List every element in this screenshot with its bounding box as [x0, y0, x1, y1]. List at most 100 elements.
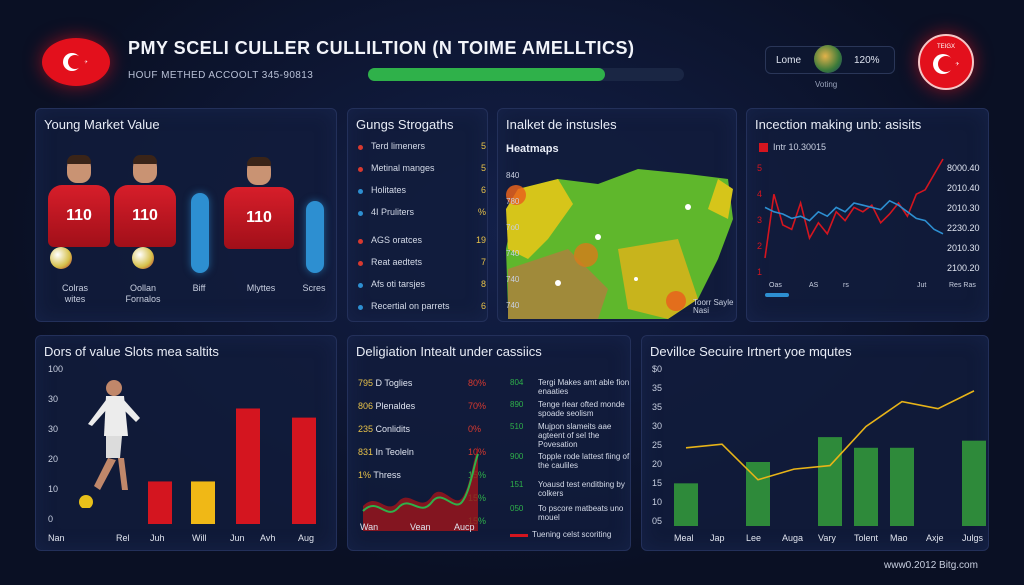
y-tick: 4: [757, 189, 762, 199]
y-tick: 2: [757, 241, 762, 251]
bar-meal[interactable]: [674, 483, 698, 526]
bar-jun[interactable]: [236, 408, 260, 524]
insight-text: Tenge rlear ofted monde spoade seolism: [538, 400, 625, 418]
bar-julgs[interactable]: [962, 440, 986, 526]
y-tick: 7o0: [506, 223, 520, 232]
young-market-panel: Young Market Value 110 110 110 Colras wi…: [35, 108, 337, 322]
strength-label: Reat aedtets: [371, 257, 423, 267]
bar-vary[interactable]: [818, 437, 842, 526]
strength-row[interactable]: Terd limeners 5: [358, 141, 486, 155]
y-tick: 30: [652, 421, 662, 431]
delegation-row[interactable]: 795 D Toglies: [358, 378, 412, 388]
x-tick: Jun: [230, 533, 245, 543]
row-percent: 0%: [468, 424, 482, 434]
x-tick: Avh: [260, 533, 275, 543]
strength-value: 5: [480, 163, 486, 173]
strength-row[interactable]: Holitates 6: [358, 185, 486, 199]
x-tick: Julgs: [962, 533, 984, 543]
widget-caption: Voting: [815, 80, 838, 89]
y-tick: 2010.30: [947, 203, 980, 213]
y-tick: 5: [757, 163, 762, 173]
legend-swatch: [759, 143, 768, 152]
x-tick: Tolent: [854, 533, 879, 543]
y-tick: 10: [48, 484, 58, 494]
bar-juh[interactable]: [148, 481, 172, 524]
x-tick: Vary: [818, 533, 836, 543]
heatmap-legend: Toorr Sayle Nasi: [693, 298, 734, 315]
row-percent: 80%: [468, 378, 487, 388]
header-progress-fill: [368, 68, 605, 81]
series-line-blue: [764, 199, 944, 235]
young-market-title: Young Market Value: [44, 117, 160, 132]
x-tick: Jut: [917, 282, 926, 289]
strength-row[interactable]: Afs oti tarsjes 8: [358, 279, 486, 293]
status-dot: [358, 167, 363, 172]
strength-row[interactable]: Recertial on parrets 6: [358, 301, 486, 315]
bar-aug[interactable]: [292, 417, 316, 524]
y-tick: 05: [652, 516, 662, 526]
bar-mao[interactable]: [890, 447, 914, 526]
bar-tolent[interactable]: [854, 447, 878, 526]
insight-row[interactable]: 900 Topple rode lattest fiing of the caul…: [510, 452, 630, 478]
x-tick: Rel: [116, 533, 130, 543]
gungs-panel: Gungs Strogaths Terd limeners 5 Metinal ma…: [347, 108, 488, 322]
account-subtitle: HOUF METHED ACCOOLT 345-90813: [128, 70, 314, 81]
row-label: Conlidits: [375, 424, 411, 434]
footballer-figure: [76, 378, 156, 513]
turkey-flag-icon: [42, 38, 110, 86]
player-card[interactable]: 110: [48, 155, 110, 269]
bar-will[interactable]: [191, 481, 215, 524]
status-dot: [358, 189, 363, 194]
insight-number: 151: [510, 480, 524, 489]
flag-caption: TEIGX: [937, 44, 955, 50]
delegation-row[interactable]: 1% Thress: [358, 470, 401, 480]
strength-row[interactable]: 4I Pruliters%: [358, 207, 486, 221]
insight-row[interactable]: 050 To pscore matbeats uno mouel: [510, 504, 630, 530]
strength-value: 6: [480, 185, 486, 195]
value-bar: [191, 193, 209, 273]
chart-scroll-thumb[interactable]: [765, 293, 789, 297]
insight-row[interactable]: 510 Mujpon slameits aae agteent of sel th…: [510, 422, 630, 449]
x-tick: Mao: [890, 533, 908, 543]
player-card[interactable]: 110: [114, 155, 176, 269]
location-widget[interactable]: Lome 120%: [765, 45, 895, 74]
insight-row[interactable]: 890 Tenge rlear ofted monde spoade seolis…: [510, 400, 630, 426]
insight-number: 900: [510, 452, 524, 461]
y-tick: 2010.40: [947, 183, 980, 193]
strength-label: Holitates: [371, 185, 407, 195]
delegation-area-chart[interactable]: [358, 436, 483, 531]
y-tick: 740: [506, 275, 520, 284]
incection-panel: Incection making unb: asisits Intr 10.30…: [746, 108, 989, 322]
jersey-number: 110: [114, 185, 176, 247]
footer-url[interactable]: www0.2012 Bitg.com: [884, 560, 978, 571]
y-tick: 740: [506, 249, 520, 258]
series-line-red: [764, 158, 944, 259]
header-progress-bar: [368, 68, 684, 81]
turkey-flag-badge-icon: TEIGX: [918, 34, 974, 90]
strength-row[interactable]: Reat aedtets 7: [358, 257, 486, 271]
heatmap-panel: Inalket de instusles Heatmaps 840 780 7o0 7…: [497, 108, 737, 322]
y-tick: 30: [48, 424, 58, 434]
delegation-row[interactable]: 831 In Teoleln: [358, 447, 414, 457]
insight-row[interactable]: 151 Yoausd test enditbing by colkers: [510, 480, 630, 506]
delegation-row[interactable]: 806 Plenaldes: [358, 401, 415, 411]
delegation-row[interactable]: 235 Conlidits: [358, 424, 410, 434]
strength-row[interactable]: AGS oratces 19: [358, 235, 486, 249]
strength-row[interactable]: Metinal manges 5: [358, 163, 486, 177]
incection-line-chart[interactable]: 5 4 3 2 1 8000.40 2010.40 2010.30 2230.20 2010.30…: [747, 109, 990, 323]
heatmap-map[interactable]: [498, 159, 737, 322]
row-number: 1%: [358, 470, 372, 480]
heatmap-subtitle: Heatmaps: [506, 143, 559, 155]
strength-label: 4I Pruliters: [371, 207, 415, 217]
insight-number: 050: [510, 504, 524, 513]
insight-row[interactable]: 804 Tergi Makes amt able fion enaaties: [510, 378, 630, 404]
legend-swatch: [510, 534, 528, 537]
insight-number: 804: [510, 378, 524, 387]
jersey-number: 110: [48, 185, 110, 247]
x-tick: Jap: [710, 533, 725, 543]
player-card[interactable]: 110: [224, 157, 294, 249]
x-tick: rs: [843, 282, 849, 289]
deville-combo-chart[interactable]: $0 35 35 30 25 20 15 10 05 Meal Jap Lee Auga Vary Tole…: [642, 336, 990, 552]
y-tick: 2010.30: [947, 243, 980, 253]
